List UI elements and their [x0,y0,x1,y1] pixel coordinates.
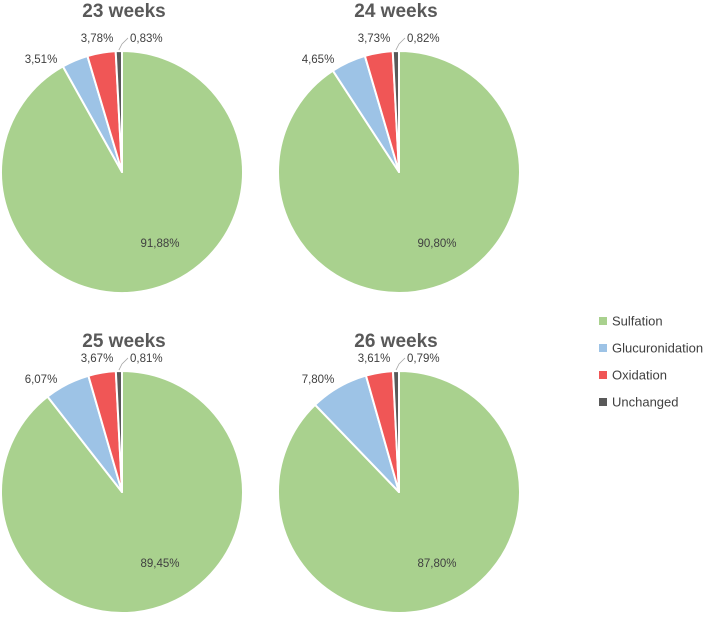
pie-slice-unchanged [114,370,123,493]
leader-line-unchanged [395,357,406,371]
pie-24-weeks: 24 weeks 90,80% 4,65% 3,73% 0,82% [277,1,522,294]
pie-26-weeks: 26 weeks 87,80% 7,80% 3,61% 0,79% [277,331,521,614]
pie-slice-unchanged [392,370,400,493]
data-label-unchanged: 0,81% [130,353,163,365]
leader-line-unchanged [118,357,129,371]
data-label-unchanged: 0,79% [407,353,440,365]
leader-line-unchanged [118,37,129,51]
data-label-unchanged: 0,82% [407,33,440,45]
pie-23-weeks: 23 weeks 91,88% 3,51% 3,78% 0,83% [0,1,244,294]
legend-label-unchanged: Unchanged [612,395,679,410]
pie-title: 23 weeks [82,1,165,22]
leader-line-unchanged [395,37,406,51]
data-label-sulfation: 90,80% [417,238,456,250]
pie-slice-unchanged [114,49,123,173]
legend-label-glucuronidation: Glucuronidation [612,341,703,356]
pie-title: 24 weeks [354,1,437,22]
data-label-sulfation: 89,45% [140,558,179,570]
legend-swatch-sulfation [599,317,607,325]
data-label-sulfation: 91,88% [140,238,179,250]
data-label-glucuronidation: 3,51% [25,54,58,66]
pie-slice-unchanged [391,49,400,173]
data-label-glucuronidation: 7,80% [302,374,335,386]
pie-25-weeks: 25 weeks 89,45% 6,07% 3,67% 0,81% [0,331,244,614]
legend-swatch-unchanged [599,398,607,406]
data-label-glucuronidation: 6,07% [25,374,58,386]
data-label-unchanged: 0,83% [130,33,163,45]
data-label-glucuronidation: 4,65% [302,54,335,66]
legend-swatch-oxidation [599,371,607,379]
data-label-oxidation: 3,78% [81,33,114,45]
legend-label-sulfation: Sulfation [612,314,663,329]
data-label-oxidation: 3,61% [358,353,391,365]
legend-swatch-glucuronidation [599,344,607,352]
data-label-oxidation: 3,67% [81,353,114,365]
data-label-oxidation: 3,73% [358,33,391,45]
legend: Sulfation Glucuronidation Oxidation Unchang… [599,314,703,410]
data-label-sulfation: 87,80% [417,558,456,570]
pie-title: 26 weeks [354,331,437,352]
pie-title: 25 weeks [82,331,165,352]
legend-label-oxidation: Oxidation [612,368,667,383]
